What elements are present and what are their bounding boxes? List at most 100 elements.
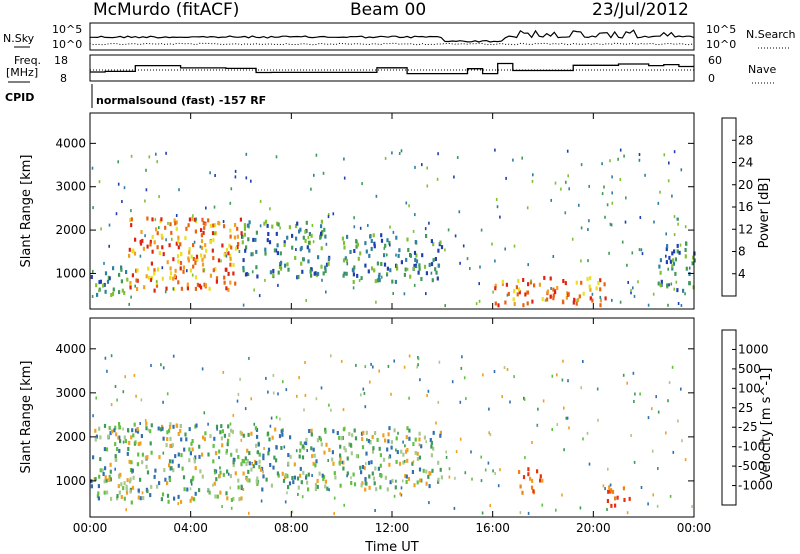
heatmap-cell (267, 451, 270, 456)
heatmap-cell (342, 427, 345, 432)
heatmap-cell (421, 253, 424, 258)
heatmap-cell (360, 483, 363, 488)
heatmap-cell (572, 300, 575, 305)
heatmap-cell (413, 263, 416, 268)
heatmap-cell (688, 281, 691, 286)
heatmap-cell (128, 253, 131, 258)
heatmap-cell (99, 457, 102, 462)
heatmap-cell (633, 294, 636, 298)
heatmap-cell (130, 217, 133, 222)
heatmap-cell (215, 276, 219, 281)
heatmap-cell (234, 246, 237, 251)
heatmap-cell (387, 439, 390, 444)
heatmap-cell (416, 451, 419, 456)
heatmap-cell (454, 476, 456, 480)
heatmap-cell (200, 228, 203, 233)
heatmap-cell (323, 227, 326, 232)
heatmap-cell (430, 262, 434, 267)
heatmap-cell (409, 274, 412, 279)
heatmap-cell (177, 463, 180, 468)
heatmap-cell (688, 266, 691, 270)
heatmap-cell (258, 464, 261, 469)
heatmap-cell (417, 270, 420, 275)
heatmap-cell (653, 220, 655, 224)
heatmap-cell (332, 212, 335, 216)
heatmap-cell (395, 263, 398, 268)
heatmap-cell (315, 459, 318, 464)
heatmap-cell (140, 434, 143, 438)
heatmap-cell (638, 158, 641, 162)
heatmap-cell (549, 294, 552, 299)
heatmap-cell (531, 299, 534, 304)
heatmap-cell (372, 365, 374, 369)
heatmap-cell (353, 249, 356, 253)
heatmap-cell (556, 286, 559, 290)
heatmap-cell (346, 474, 348, 478)
heatmap-cell (275, 458, 278, 463)
heatmap-cell (630, 288, 632, 292)
heatmap-cell (668, 381, 671, 385)
heatmap-cell (405, 201, 408, 205)
heatmap-cell (195, 217, 197, 221)
heatmap-cell (380, 473, 383, 478)
heatmap-cell (109, 462, 112, 467)
heatmap-cell (369, 441, 372, 445)
heatmap-cell (469, 267, 471, 270)
heatmap-cell (638, 153, 641, 156)
heatmap-cell (153, 288, 156, 293)
heatmap-cell (519, 511, 522, 515)
heatmap-cell (209, 171, 211, 175)
heatmap-cell (328, 447, 331, 452)
heatmap-cell (316, 438, 319, 443)
heatmap-cell (269, 270, 272, 275)
heatmap-cell (417, 363, 419, 367)
heatmap-cell (184, 236, 187, 241)
heatmap-cell (371, 449, 375, 454)
heatmap-cell (255, 249, 258, 254)
heatmap-cell (190, 496, 194, 501)
heatmap-cell (632, 286, 634, 290)
heatmap-cell (356, 273, 359, 278)
heatmap-cell (374, 466, 377, 471)
heatmap-cell (97, 496, 100, 501)
heatmap-cell (155, 152, 157, 156)
heatmap-cell (542, 399, 545, 403)
heatmap-cell (532, 173, 534, 177)
heatmap-cell (552, 287, 555, 292)
heatmap-cell (630, 291, 632, 295)
heatmap-cell (312, 240, 315, 244)
heatmap-cell (175, 214, 178, 217)
heatmap-cell (688, 272, 691, 276)
heatmap-cell (205, 248, 208, 253)
heatmap-cell (523, 397, 526, 401)
x-tick-label: 00:00 (73, 521, 108, 535)
heatmap-cell (426, 394, 428, 397)
heatmap-cell (518, 287, 521, 292)
heatmap-cell (179, 260, 183, 265)
heatmap-cell (273, 455, 276, 460)
heatmap-cell (527, 282, 530, 287)
heatmap-cell (395, 253, 397, 257)
heatmap-cell (286, 491, 288, 495)
heatmap-cell (567, 174, 569, 178)
heatmap-cell (166, 392, 169, 396)
heatmap-cell (546, 297, 549, 302)
heatmap-cell (587, 228, 589, 231)
heatmap-cell (365, 462, 367, 466)
heatmap-cell (166, 493, 170, 498)
heatmap-cell (428, 221, 430, 225)
heatmap-cell (194, 286, 197, 291)
heatmap-cell (129, 489, 132, 494)
heatmap-cell (685, 266, 688, 271)
heatmap-cell (195, 423, 198, 428)
heatmap-cell (341, 460, 343, 464)
heatmap-cell (212, 483, 214, 487)
heatmap-cell (396, 264, 398, 268)
heatmap-cell (166, 437, 169, 441)
heatmap-cell (626, 511, 629, 515)
heatmap-cell (383, 253, 386, 258)
heatmap-cell (133, 422, 136, 427)
heatmap-cell (611, 201, 614, 205)
heatmap-cell (244, 456, 247, 461)
